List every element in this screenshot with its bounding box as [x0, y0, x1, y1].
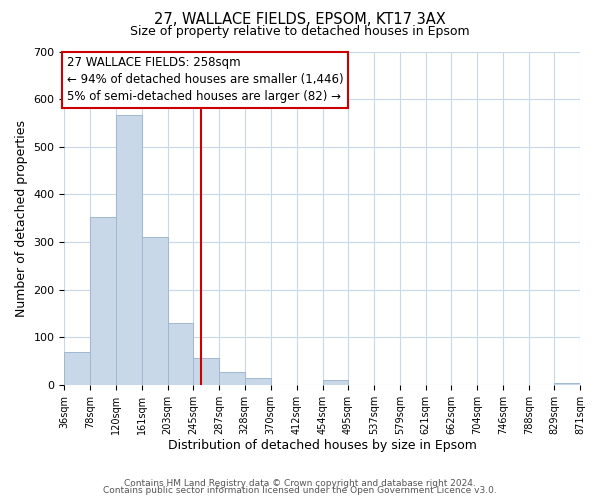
Bar: [193, 358, 220, 385]
Text: 27 WALLACE FIELDS: 258sqm
← 94% of detached houses are smaller (1,446)
5% of sem: 27 WALLACE FIELDS: 258sqm ← 94% of detac…: [67, 56, 343, 104]
Bar: [91, 216, 116, 385]
X-axis label: Distribution of detached houses by size in Epsom: Distribution of detached houses by size …: [168, 440, 476, 452]
Y-axis label: Number of detached properties: Number of detached properties: [15, 120, 28, 316]
Bar: [167, 323, 193, 385]
Bar: [116, 115, 142, 385]
Bar: [64, 352, 91, 385]
Bar: [245, 378, 271, 385]
Bar: [220, 372, 245, 385]
Text: 27, WALLACE FIELDS, EPSOM, KT17 3AX: 27, WALLACE FIELDS, EPSOM, KT17 3AX: [154, 12, 446, 28]
Text: Size of property relative to detached houses in Epsom: Size of property relative to detached ho…: [130, 25, 470, 38]
Text: Contains HM Land Registry data © Crown copyright and database right 2024.: Contains HM Land Registry data © Crown c…: [124, 478, 476, 488]
Bar: [554, 384, 580, 385]
Bar: [323, 380, 348, 385]
Bar: [142, 236, 167, 385]
Text: Contains public sector information licensed under the Open Government Licence v3: Contains public sector information licen…: [103, 486, 497, 495]
